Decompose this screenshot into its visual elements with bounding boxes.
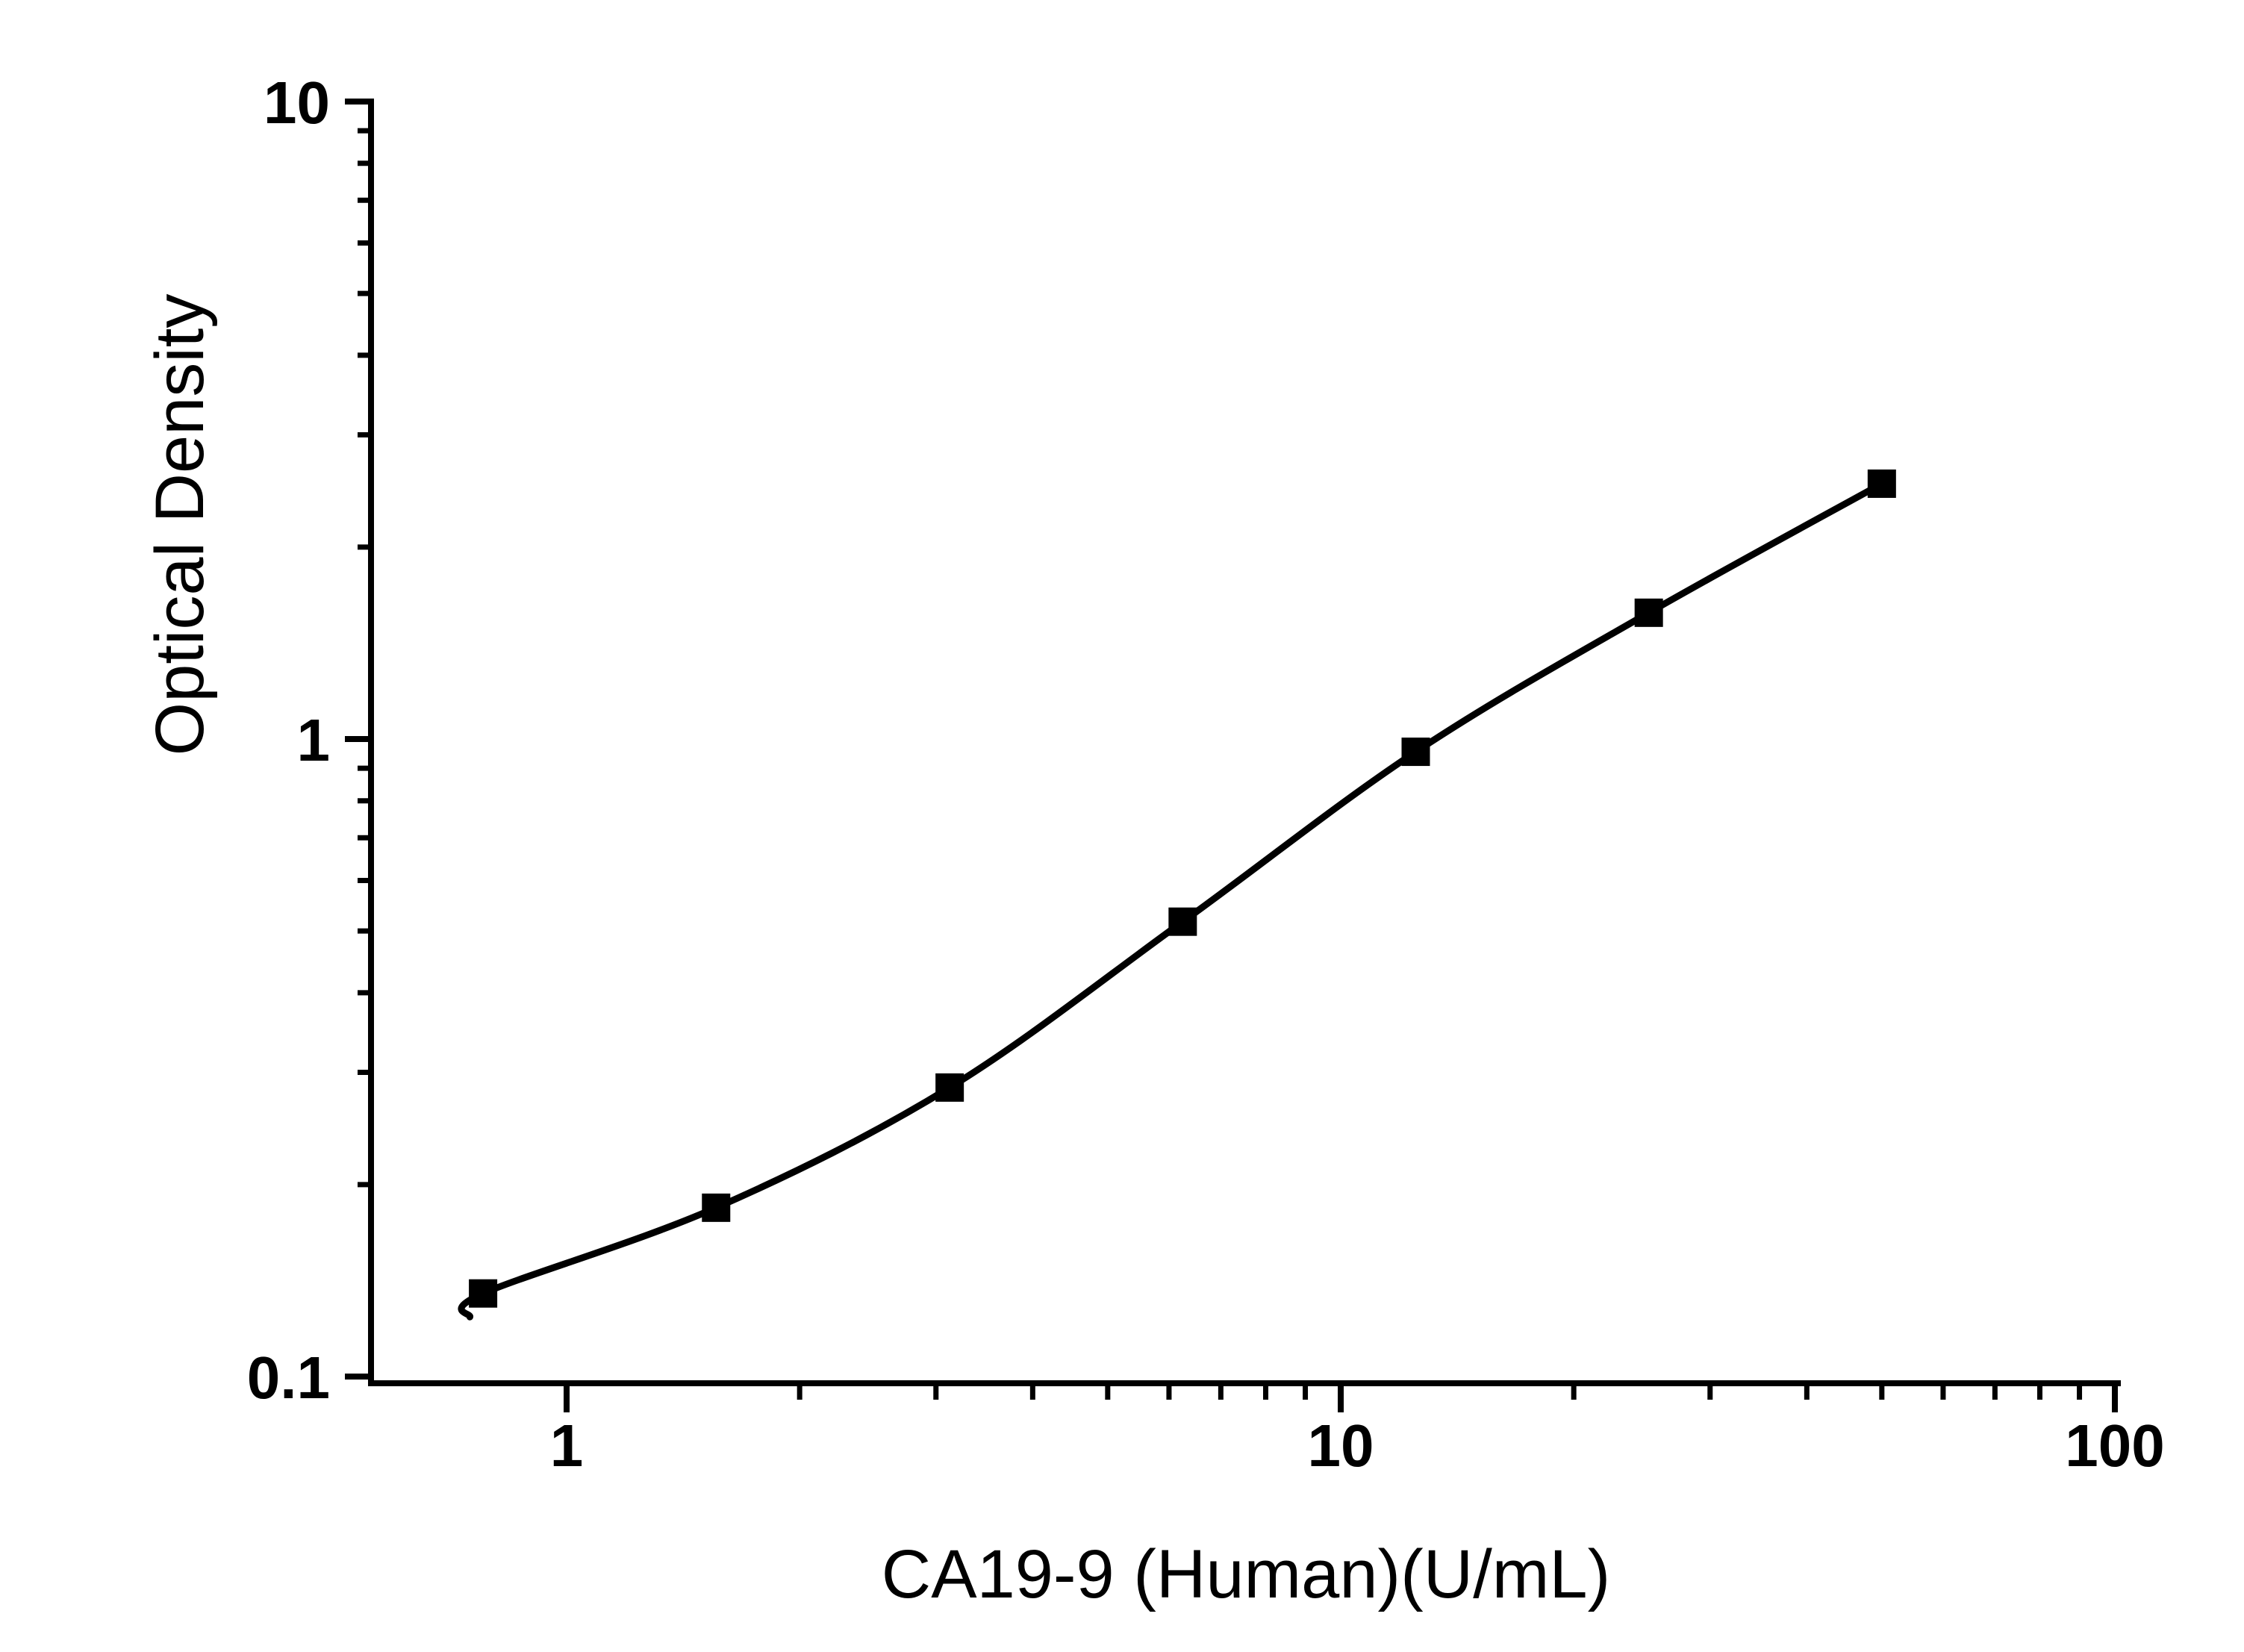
data-point-7 [1867, 469, 1896, 498]
data-point-5 [1401, 738, 1430, 767]
data-point-4 [1168, 907, 1197, 936]
data-point-2 [702, 1193, 731, 1222]
y-tick-label-10: 10 [264, 69, 330, 136]
standard-curve-line [458, 480, 1886, 1321]
data-point-6 [1634, 598, 1663, 627]
y-tick-label-0.1: 0.1 [247, 1344, 330, 1411]
x-tick-label-10: 10 [1308, 1412, 1374, 1479]
y-axis-title: Optical Density [142, 294, 218, 756]
x-tick-label-1: 1 [550, 1412, 584, 1479]
x-axis-title: CA19-9 (Human)(U/mL) [882, 1536, 1610, 1612]
data-point-3 [935, 1073, 964, 1102]
data-point-1 [469, 1279, 498, 1308]
x-tick-label-100: 100 [2065, 1412, 2164, 1479]
y-tick-label-1: 1 [297, 707, 331, 773]
plot-area: 0.1 1 10 1 10 100 [247, 69, 2165, 1479]
